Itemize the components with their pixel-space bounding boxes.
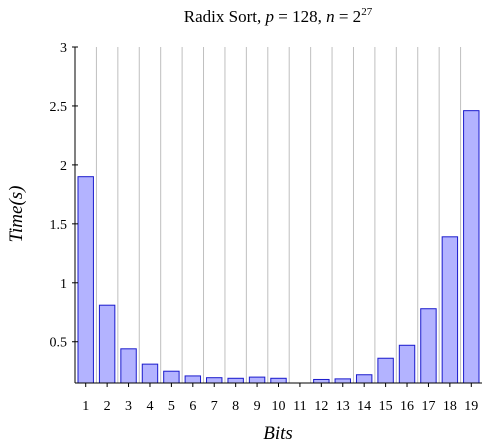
x-tick-label: 5 bbox=[168, 399, 175, 414]
y-tick-label: 3 bbox=[60, 41, 67, 56]
title-n-base: = 2 bbox=[335, 7, 362, 26]
y-tick-label: 1.5 bbox=[50, 218, 68, 233]
bar-7 bbox=[206, 377, 223, 384]
x-tick-label: 17 bbox=[421, 399, 435, 414]
bar-9 bbox=[248, 376, 266, 384]
y-tick-label: 2.5 bbox=[50, 100, 68, 115]
bar-13 bbox=[334, 378, 351, 384]
bar-1 bbox=[77, 176, 94, 384]
title-n-variable: n bbox=[326, 7, 335, 26]
x-tick-label: 19 bbox=[464, 399, 478, 414]
y-tick-label: 0.5 bbox=[50, 336, 68, 351]
title-text: Radix Sort, bbox=[184, 7, 266, 26]
bar-2 bbox=[98, 304, 116, 384]
bar-16 bbox=[398, 344, 416, 384]
x-tick-label: 12 bbox=[314, 399, 328, 414]
bar-8 bbox=[227, 377, 244, 384]
x-tick-label: 16 bbox=[400, 399, 414, 414]
title-p-variable: p bbox=[265, 7, 275, 26]
x-tick-label: 18 bbox=[443, 399, 457, 414]
bar-6 bbox=[184, 375, 202, 384]
y-axis-label: Time(s) bbox=[6, 186, 27, 243]
x-tick-label: 3 bbox=[125, 399, 132, 414]
title-n-exponent: 27 bbox=[361, 6, 373, 18]
x-tick-label: 4 bbox=[146, 399, 153, 414]
x-tick-label: 10 bbox=[272, 399, 286, 414]
bar-19 bbox=[463, 110, 480, 384]
y-axis-ticks: 0.5 1 1.5 2 2.5 3 bbox=[50, 41, 78, 351]
x-tick-label: 6 bbox=[189, 399, 196, 414]
bar-3 bbox=[120, 348, 137, 384]
x-tick-label: 7 bbox=[211, 399, 218, 414]
x-tick-label: 9 bbox=[254, 399, 261, 414]
x-tick-label: 8 bbox=[232, 399, 239, 414]
x-axis-label: Bits bbox=[263, 423, 293, 444]
title-p-value: = 128, bbox=[274, 7, 326, 26]
bar-12 bbox=[313, 378, 330, 384]
y-tick-label: 1 bbox=[60, 277, 67, 292]
x-tick-label: 15 bbox=[379, 399, 393, 414]
bar-5 bbox=[163, 370, 180, 384]
chart-title: Radix Sort, p = 128, n = 227 bbox=[184, 6, 373, 26]
bars bbox=[77, 110, 480, 384]
x-tick-label: 11 bbox=[293, 399, 306, 414]
bar-18 bbox=[441, 236, 459, 384]
x-tick-label: 1 bbox=[82, 399, 89, 414]
y-tick-label: 2 bbox=[60, 159, 67, 174]
bar-4 bbox=[141, 363, 159, 384]
bar-15 bbox=[377, 357, 394, 384]
x-axis-ticks: 1 2 3 4 5 6 7 8 9 10 11 12 13 14 15 16 17 18 19 bbox=[82, 383, 478, 414]
x-tick-label: 13 bbox=[336, 399, 350, 414]
bar-14 bbox=[355, 374, 373, 384]
bar-10 bbox=[270, 377, 287, 384]
bar-17 bbox=[420, 308, 437, 384]
grid-lines bbox=[95, 47, 462, 383]
x-tick-label: 14 bbox=[357, 399, 371, 414]
x-tick-label: 2 bbox=[104, 399, 111, 414]
